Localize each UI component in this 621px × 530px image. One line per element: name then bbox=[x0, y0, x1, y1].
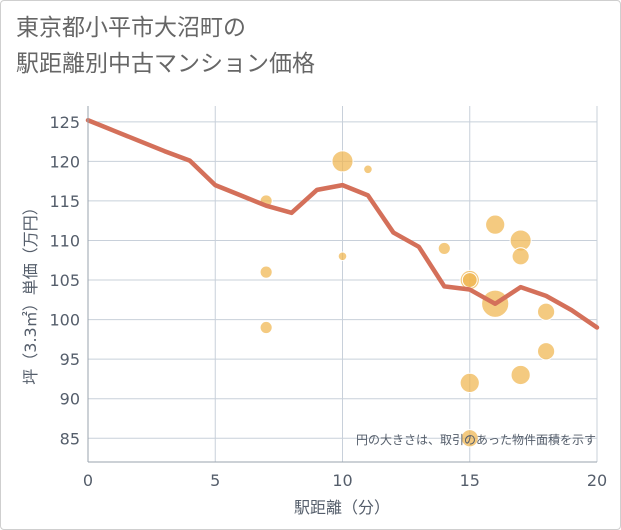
tick-labels: 85 90 95 100 105 110 115 120 125 0 5 10 15 20 bbox=[49, 113, 607, 490]
bubble-point[interactable] bbox=[363, 164, 373, 175]
y-tick-label: 90 bbox=[60, 390, 80, 409]
bubble-point[interactable] bbox=[461, 272, 478, 288]
x-tick-label: 5 bbox=[210, 471, 220, 490]
x-tick-label: 0 bbox=[83, 471, 93, 490]
bubble-point[interactable] bbox=[537, 342, 556, 361]
y-tick-label: 115 bbox=[49, 192, 80, 211]
y-tick-label: 85 bbox=[60, 429, 80, 448]
trend-line bbox=[85, 117, 600, 330]
trend-line-group bbox=[85, 117, 600, 330]
bubble-point[interactable] bbox=[331, 150, 354, 173]
y-axis-label: 坪（3.3㎡）単価（万円） bbox=[21, 199, 40, 384]
x-tick-label: 15 bbox=[460, 471, 480, 490]
bubble-point[interactable] bbox=[259, 265, 273, 279]
bubble-point[interactable] bbox=[259, 320, 273, 335]
y-tick-label: 120 bbox=[49, 152, 80, 171]
chart-title-line-1: 東京都小平市大沼町の bbox=[16, 15, 246, 41]
bubble-point[interactable] bbox=[460, 429, 479, 448]
y-tick-label: 110 bbox=[49, 231, 80, 250]
bubble-series bbox=[259, 150, 556, 448]
chart-title: 東京都小平市大沼町の 駅距離別中古マンション価格 bbox=[16, 10, 576, 82]
bubble-size-note: 円の大きさは、取引のあった物件面積を示す bbox=[356, 432, 596, 447]
x-axis-label: 駅距離（分） bbox=[294, 498, 390, 517]
x-tick-label: 20 bbox=[587, 471, 607, 490]
y-tick-label: 105 bbox=[49, 271, 80, 290]
y-tick-label: 95 bbox=[60, 350, 80, 369]
bubble-point[interactable] bbox=[337, 251, 348, 262]
axes bbox=[87, 106, 597, 463]
bubble-point[interactable] bbox=[459, 372, 480, 394]
y-tick-label: 125 bbox=[49, 113, 80, 132]
bubble-point[interactable] bbox=[510, 364, 531, 386]
x-tick-label: 10 bbox=[332, 471, 352, 490]
bubble-point[interactable] bbox=[537, 302, 556, 321]
chart-title-line-2: 駅距離別中古マンション価格 bbox=[16, 51, 315, 77]
y-tick-label: 100 bbox=[49, 311, 80, 330]
bubble-point[interactable] bbox=[485, 214, 506, 235]
bubble-point[interactable] bbox=[437, 241, 451, 255]
bubble-point[interactable] bbox=[511, 247, 530, 266]
